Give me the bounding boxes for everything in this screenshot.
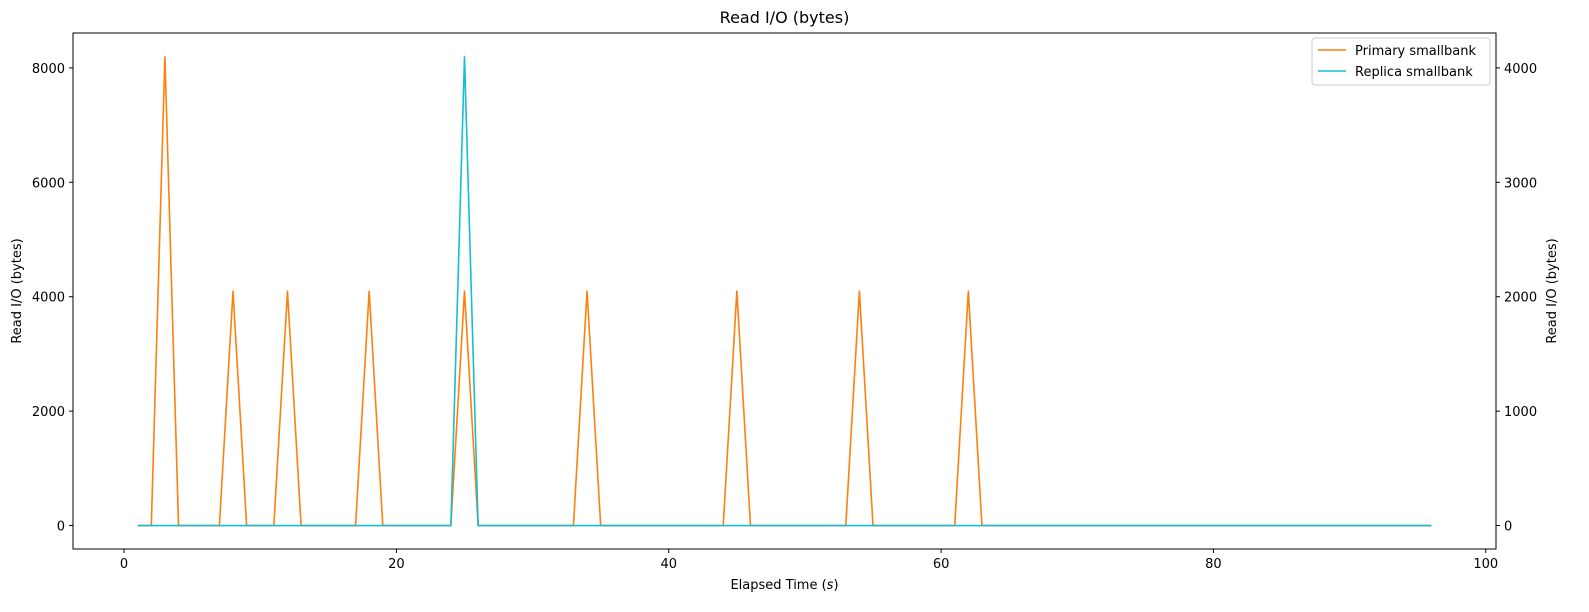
y-tick-label-right: 4000 [1504,62,1537,77]
x-axis-label: Elapsed Time (s) [730,578,838,593]
plot-area [137,56,1432,527]
y-axis-label-right: Read I/O (bytes) [1545,238,1560,343]
chart-title: Read I/O (bytes) [720,8,850,27]
y-tick-label-left: 6000 [32,176,65,191]
axes-frame [72,32,1497,550]
x-tick-label: 40 [660,557,677,572]
x-tick-label: 60 [933,557,950,572]
series-line-replica [137,56,1432,527]
x-tick-label: 0 [120,557,128,572]
legend: Primary smallbank Replica smallbank [1311,37,1491,86]
y-tick-label-left: 2000 [32,405,65,420]
x-tick-label: 80 [1205,557,1222,572]
y-tick-label-left: 0 [57,520,65,535]
legend-label-replica: Replica smallbank [1355,65,1473,80]
legend-label-primary: Primary smallbank [1355,44,1476,59]
legend-box [1311,37,1491,86]
y-tick-label-right: 2000 [1504,291,1537,306]
y-tick-label-left: 4000 [32,291,65,306]
x-tick-label: 20 [388,557,405,572]
y-tick-label-right: 1000 [1504,405,1537,420]
x-tick-label: 100 [1473,557,1498,572]
y-tick-label-left: 8000 [32,62,65,77]
y-tick-label-right: 0 [1504,520,1512,535]
y-tick-label-right: 3000 [1504,176,1537,191]
tick-layer: 0 20 40 60 80 1000200040006000800001000200030… [32,62,1537,572]
y-axis-label-left: Read I/O (bytes) [10,238,25,343]
